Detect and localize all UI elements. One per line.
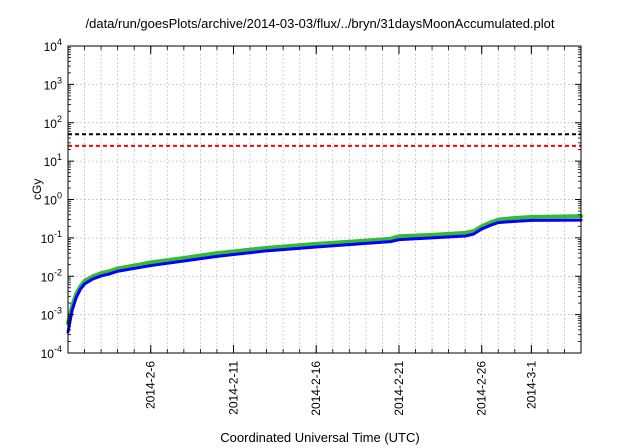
series-line-1 xyxy=(66,214,583,326)
y-tick-label: 10-4 xyxy=(41,344,62,361)
x-tick-label: 2014-3-1 xyxy=(524,361,538,409)
chart-title: /data/run/goesPlots/archive/2014-03-03/f… xyxy=(85,16,555,31)
series-lines xyxy=(66,214,583,334)
y-tick-label: 100 xyxy=(44,191,62,208)
threshold-lines xyxy=(68,133,581,147)
grid-lines xyxy=(68,46,581,353)
series-line-2 xyxy=(66,218,583,334)
x-tick-label: 2014-2-21 xyxy=(392,361,406,416)
y-tick-label: 10-2 xyxy=(41,267,62,284)
x-axis-label: Coordinated Universal Time (UTC) xyxy=(220,430,420,445)
y-tick-label: 102 xyxy=(44,114,62,131)
y-tick-label: 10-1 xyxy=(41,229,62,246)
y-tick-label: 10-3 xyxy=(41,306,62,323)
x-tick-label: 2014-2-6 xyxy=(144,361,158,409)
y-tick-label: 104 xyxy=(44,37,62,54)
y-tick-label: 103 xyxy=(44,75,62,92)
x-tick-label: 2014-2-11 xyxy=(226,361,240,415)
y-axis-ticks: 10-4 10-3 10-2 10-1 100 101 102 103 104 xyxy=(41,37,581,361)
x-axis-ticks: 2014-2-6 2014-2-11 2014-2-16 2014-2-21 2014-… xyxy=(84,46,565,416)
x-tick-label: 2014-2-16 xyxy=(309,361,323,416)
y-tick-label: 101 xyxy=(44,152,62,169)
x-tick-label: 2014-2-26 xyxy=(475,361,489,416)
